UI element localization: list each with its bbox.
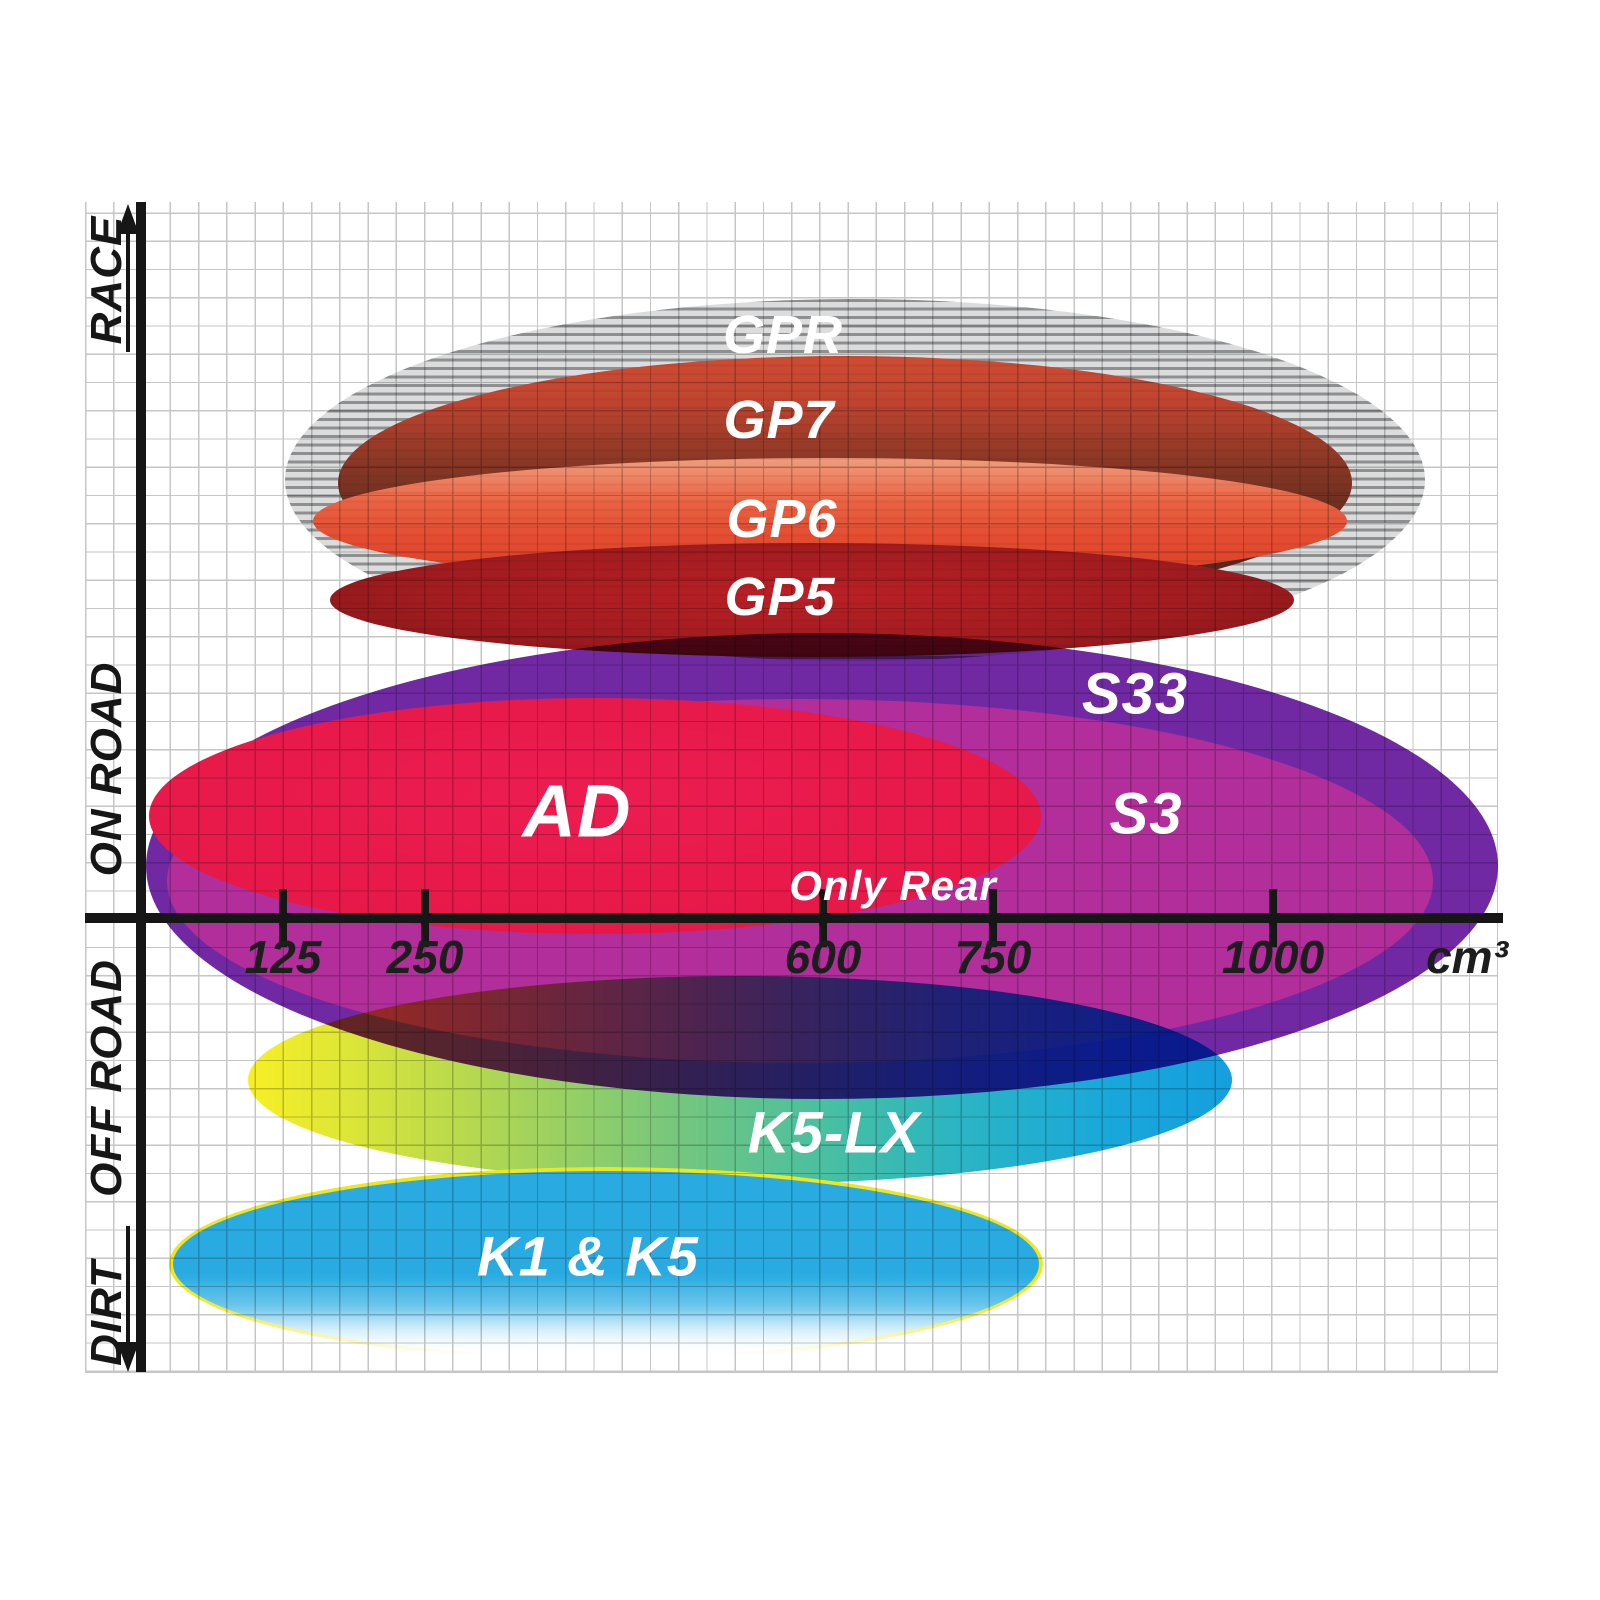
annotation-only-rear: Only Rear [789, 862, 997, 909]
series-label-ad: AD [522, 769, 632, 853]
series-label-k5lx: K5-LX [747, 1100, 921, 1166]
series-label-gp7: GP7 [723, 390, 835, 450]
series-label-gp6: GP6 [726, 489, 838, 549]
series-label-s3: S3 [1109, 781, 1183, 847]
series-label-gpr: GPR [722, 305, 844, 365]
series-label-gp5: GP5 [724, 567, 836, 627]
series-label-k1k5: K1 & K5 [477, 1224, 699, 1288]
series-label-s33: S33 [1081, 661, 1189, 727]
